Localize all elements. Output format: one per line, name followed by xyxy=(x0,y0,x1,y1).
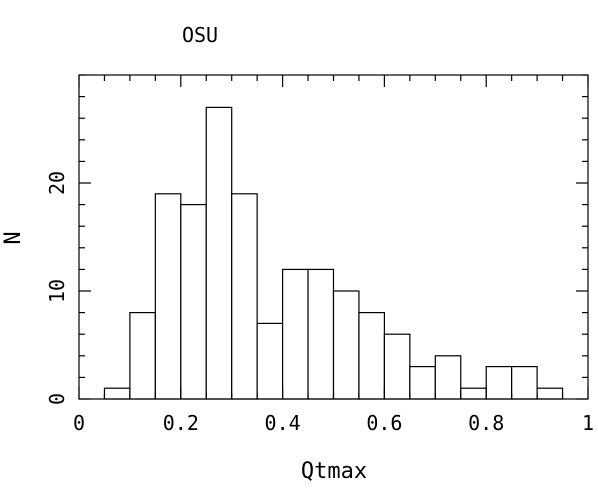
x-tick-label: 0 xyxy=(73,411,85,435)
histogram-bar xyxy=(460,387,487,400)
histogram-bar xyxy=(485,366,513,400)
histogram-bar xyxy=(511,366,538,400)
x-tick-label: 0.8 xyxy=(468,411,504,435)
x-tick-label: 1 xyxy=(582,411,594,435)
x-tick-label: 0.4 xyxy=(265,411,301,435)
histogram-bar xyxy=(409,366,436,400)
plot-frame xyxy=(78,74,589,400)
y-tick-label: 0 xyxy=(45,393,69,405)
histogram-bar xyxy=(536,387,564,400)
histogram-bar xyxy=(282,268,309,400)
chart-title: OSU xyxy=(182,23,218,47)
histogram-bar xyxy=(358,312,386,400)
histogram-bar xyxy=(154,193,182,400)
histogram-bars xyxy=(103,106,564,400)
x-tick-label: 0.6 xyxy=(366,411,402,435)
y-axis-label: N xyxy=(1,231,26,244)
y-tick-label: 10 xyxy=(45,279,69,303)
histogram-bar xyxy=(256,322,284,400)
x-tick-label: 0.2 xyxy=(163,411,199,435)
histogram-bar xyxy=(332,290,360,400)
histogram-bar xyxy=(180,204,207,400)
histogram-bar xyxy=(103,387,131,400)
histogram-bar xyxy=(383,333,411,400)
y-tick-label: 20 xyxy=(45,171,69,195)
histogram-bar xyxy=(434,355,462,400)
histogram-bar xyxy=(307,268,335,400)
histogram-bar xyxy=(205,106,233,400)
x-axis-label: Qtmax xyxy=(301,459,367,484)
histogram-bar xyxy=(129,312,156,400)
histogram-bar xyxy=(231,193,258,400)
axis-ticks xyxy=(78,74,589,400)
